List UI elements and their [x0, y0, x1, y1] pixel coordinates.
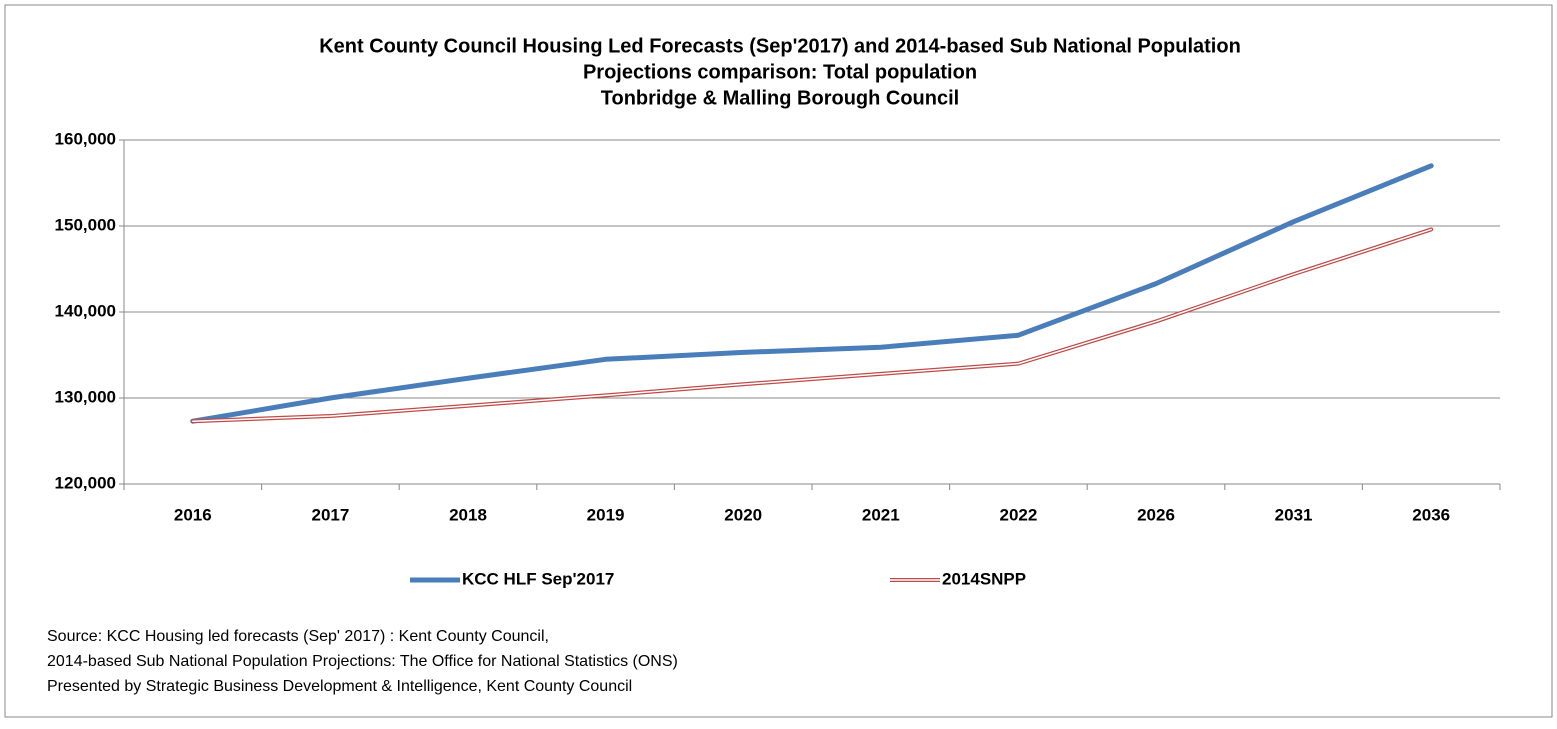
legend-label: KCC HLF Sep'2017: [462, 569, 614, 588]
chart-title: Projections comparison: Total population: [583, 61, 977, 83]
legend-label: 2014SNPP: [942, 569, 1026, 588]
chart-title: Kent County Council Housing Led Forecast…: [319, 35, 1241, 57]
y-tick-label: 140,000: [55, 301, 116, 320]
x-tick-label: 2036: [1412, 505, 1450, 524]
source-note: Source: KCC Housing led forecasts (Sep' …: [47, 628, 549, 645]
y-tick-label: 130,000: [55, 387, 116, 406]
chart-title: Tonbridge & Malling Borough Council: [601, 87, 959, 109]
x-tick-label: 2016: [174, 505, 212, 524]
x-tick-label: 2031: [1275, 505, 1313, 524]
x-tick-label: 2019: [587, 505, 625, 524]
x-tick-label: 2021: [862, 505, 900, 524]
x-tick-label: 2022: [999, 505, 1037, 524]
source-note: Presented by Strategic Business Developm…: [47, 678, 632, 695]
y-tick-label: 150,000: [55, 215, 116, 234]
y-tick-label: 160,000: [55, 129, 116, 148]
chart-border: [4, 4, 1553, 718]
x-tick-label: 2020: [724, 505, 762, 524]
series-line: [190, 163, 1434, 424]
x-tick-label: 2017: [311, 505, 349, 524]
x-tick-label: 2018: [449, 505, 487, 524]
y-tick-label: 120,000: [55, 473, 116, 492]
x-tick-label: 2026: [1137, 505, 1175, 524]
source-note: 2014-based Sub National Population Proje…: [47, 653, 678, 670]
series-line-inner: [192, 228, 1432, 422]
